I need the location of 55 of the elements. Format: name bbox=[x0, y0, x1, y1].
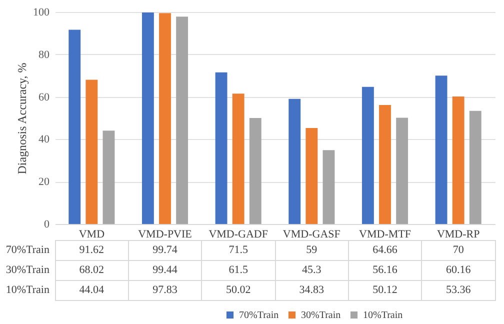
data-label: 99.44 bbox=[152, 264, 178, 276]
text: 10%Train bbox=[6, 284, 50, 296]
legend-label: 30%Train bbox=[301, 310, 341, 321]
bar bbox=[232, 94, 244, 224]
bar bbox=[249, 118, 262, 224]
y-tick-label: 0 bbox=[44, 218, 50, 230]
data-label: 45.3 bbox=[302, 264, 322, 276]
data-label: 91.62 bbox=[79, 244, 104, 256]
y-axis-title: Diagnosis Accuracy, % bbox=[15, 62, 29, 174]
data-label: 99.74 bbox=[152, 244, 178, 256]
bar bbox=[469, 110, 482, 224]
data-label: 56.16 bbox=[372, 264, 398, 276]
y-tick-label: 20 bbox=[38, 176, 50, 188]
data-label: 60.16 bbox=[446, 264, 472, 276]
y-tick-label: 60 bbox=[38, 91, 50, 104]
data-label: 44.04 bbox=[79, 284, 105, 296]
data-label: 68.02 bbox=[79, 264, 104, 276]
data-label: 97.83 bbox=[152, 284, 178, 296]
y-tick-label: 80 bbox=[38, 48, 50, 61]
data-label: 61.5 bbox=[228, 264, 248, 276]
legend-label: 70%Train bbox=[239, 310, 279, 321]
data-label: 34.83 bbox=[299, 284, 325, 296]
data-label: 71.5 bbox=[228, 244, 248, 256]
x-tick-label: VMD-GADF bbox=[208, 228, 268, 240]
x-tick-label: VMD-GASF bbox=[282, 228, 340, 240]
bar bbox=[176, 16, 188, 224]
bar bbox=[215, 72, 228, 224]
data-label: 50.12 bbox=[372, 284, 398, 296]
bar bbox=[435, 76, 448, 224]
data-label: 70 bbox=[452, 244, 464, 256]
bar bbox=[288, 98, 301, 224]
bar bbox=[142, 12, 154, 224]
bar bbox=[68, 30, 81, 224]
text: 70%Train bbox=[6, 244, 50, 256]
bar bbox=[102, 130, 115, 224]
bar bbox=[159, 13, 171, 224]
data-label: 53.36 bbox=[446, 284, 472, 296]
bar bbox=[86, 80, 98, 224]
bar bbox=[306, 128, 318, 224]
data-label: 50.02 bbox=[226, 284, 251, 296]
bar bbox=[379, 104, 391, 224]
bar bbox=[452, 96, 464, 224]
x-tick-label: VMD-MTF bbox=[359, 228, 411, 240]
data-label: 64.66 bbox=[372, 244, 398, 256]
legend-label: 10%Train bbox=[363, 310, 403, 321]
x-tick-label: VMD-RP bbox=[436, 228, 480, 240]
y-tick-label: 40 bbox=[38, 134, 50, 146]
bar bbox=[322, 150, 335, 224]
x-tick-label: VMD bbox=[78, 228, 105, 240]
x-tick-label: VMD-PVIE bbox=[138, 228, 192, 240]
data-label: 59 bbox=[306, 244, 318, 256]
y-tick-label: 100 bbox=[33, 6, 50, 18]
text: 30%Train bbox=[6, 264, 50, 276]
bar bbox=[362, 86, 374, 224]
bar bbox=[396, 118, 408, 224]
